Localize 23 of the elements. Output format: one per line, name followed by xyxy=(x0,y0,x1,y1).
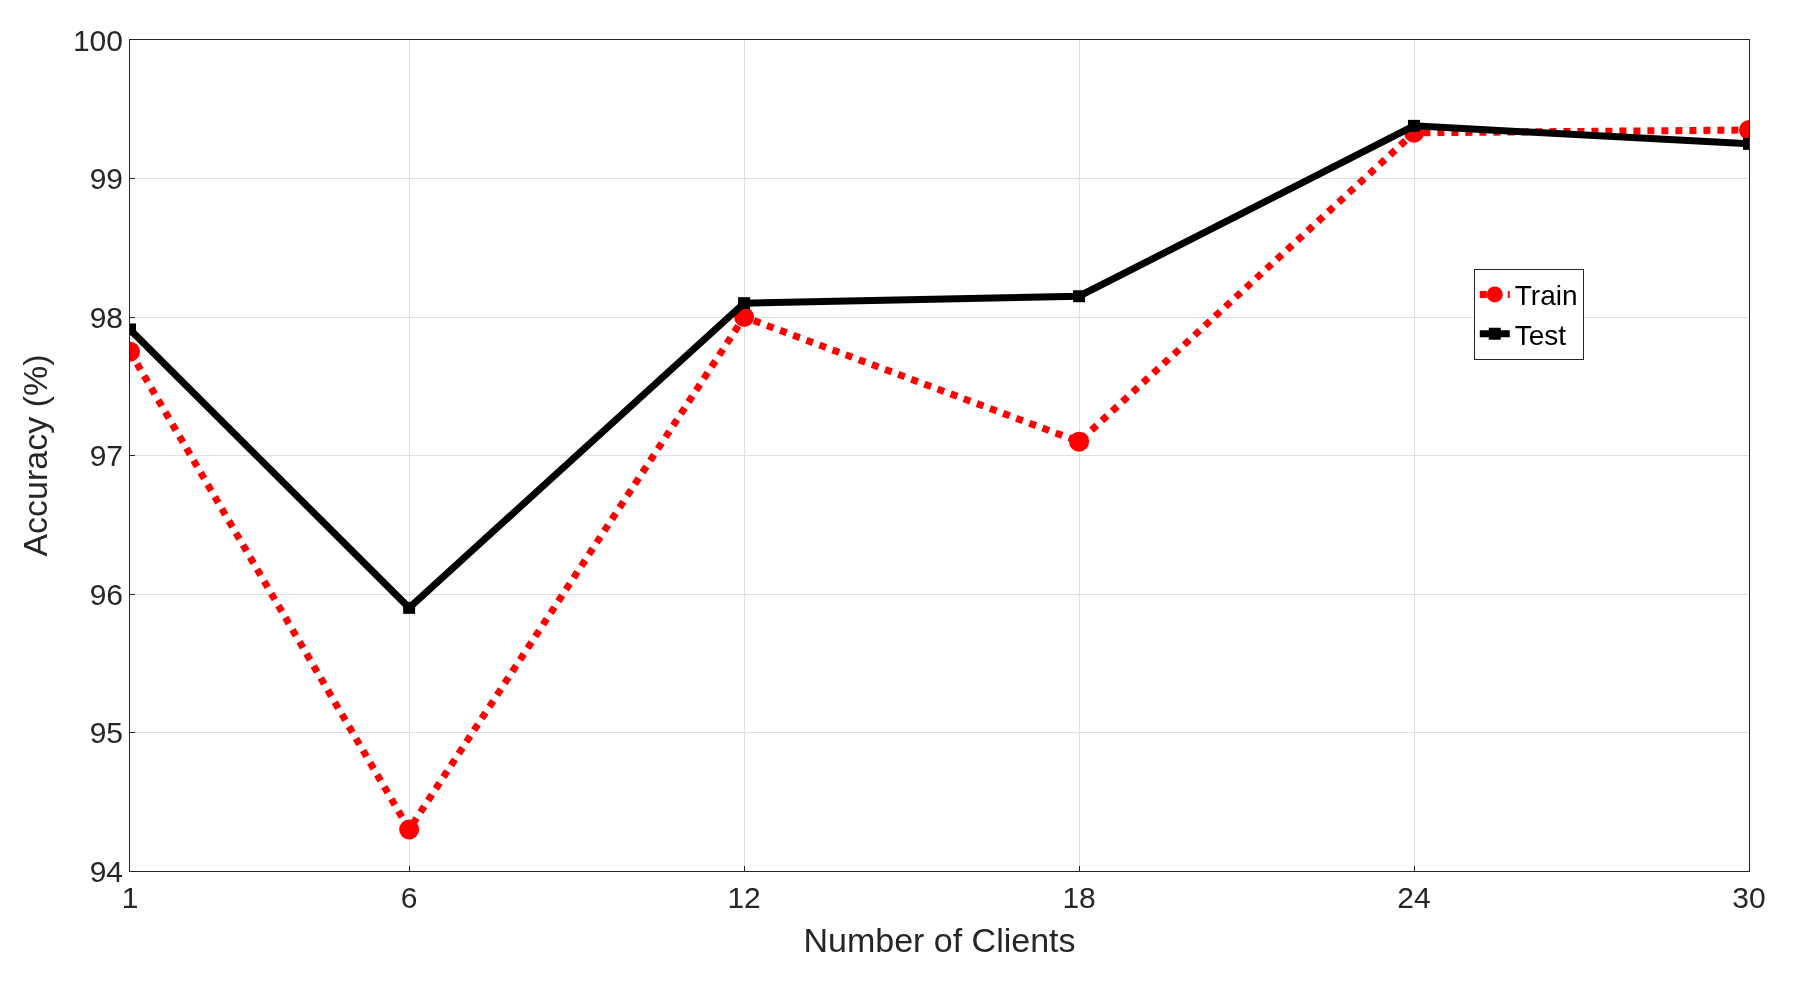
point xyxy=(1408,119,1421,132)
point xyxy=(399,819,420,840)
y-tick-label: 94 xyxy=(89,854,123,888)
x-tick-label: 18 xyxy=(1062,881,1096,914)
y-tick-label: 99 xyxy=(89,162,123,195)
y-tick-label: 100 xyxy=(72,23,123,57)
x-axis-title: Number of Clients xyxy=(803,921,1076,960)
legend-label: Train xyxy=(1514,280,1578,312)
y-tick-label: 97 xyxy=(89,439,123,472)
x-tick-label: 30 xyxy=(1732,881,1766,914)
y-axis-title: Accuracy (%) xyxy=(15,354,54,557)
point xyxy=(738,297,751,310)
y-tick-label: 96 xyxy=(89,577,123,611)
point xyxy=(1073,290,1086,303)
y-tick-label: 95 xyxy=(89,716,123,749)
x-tick-label: 12 xyxy=(727,881,761,914)
point xyxy=(1069,431,1090,452)
legend-label: Test xyxy=(1514,319,1567,351)
x-tick-label: 24 xyxy=(1397,881,1431,914)
y-tick-label: 98 xyxy=(89,300,123,334)
x-tick-label: 1 xyxy=(121,881,139,914)
point xyxy=(403,601,416,614)
x-tick-label: 6 xyxy=(400,881,418,914)
